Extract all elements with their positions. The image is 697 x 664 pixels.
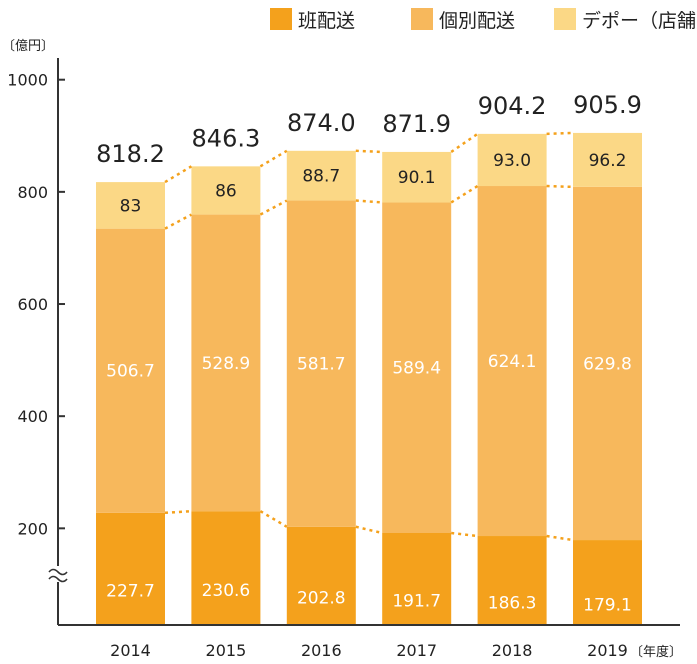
connector-line	[450, 184, 479, 204]
bar-segment-デポー（店舗）-2017	[382, 151, 452, 203]
x-tick-label: 2014	[110, 641, 151, 660]
bar-segment-個別配送-2015	[191, 214, 261, 512]
connector-line	[355, 525, 383, 535]
bar-segment-デポー（店舗）-2019	[573, 132, 642, 187]
bar-segment-デポー（店舗）-2016	[286, 150, 356, 201]
bar-segment-班配送-2015	[191, 511, 261, 625]
y-tick-label: 200	[17, 519, 48, 538]
connector-line	[164, 213, 192, 230]
total-label: 874.0	[287, 109, 356, 137]
bar-segment-班配送-2019	[573, 540, 642, 625]
bar-segment-班配送-2017	[382, 532, 452, 625]
data-label: 506.7	[106, 362, 155, 382]
data-label: 624.1	[488, 352, 537, 372]
connector-line	[355, 149, 383, 154]
x-tick-label: 2019	[587, 641, 628, 660]
connector-line	[546, 131, 574, 136]
connector-line	[259, 510, 288, 528]
legend-swatch	[554, 8, 576, 30]
x-tick-label: 2018	[492, 641, 533, 660]
data-label: 93.0	[493, 151, 531, 171]
connector-line	[546, 534, 574, 542]
data-label: 202.8	[297, 589, 346, 609]
bar-segment-個別配送-2019	[573, 186, 642, 541]
total-label: 871.9	[382, 110, 451, 138]
data-label: 227.7	[106, 582, 155, 602]
connector-line	[259, 199, 288, 216]
data-label: 589.4	[392, 359, 441, 379]
bar-segment-個別配送-2014	[96, 228, 165, 513]
y-axis-unit: 〔億円〕	[2, 38, 54, 54]
connector-line	[450, 132, 479, 153]
y-tick-label: 400	[17, 407, 48, 426]
bar-segment-個別配送-2017	[382, 202, 452, 533]
connector-line	[546, 184, 574, 189]
y-tick-label: 600	[17, 295, 48, 314]
data-label: 88.7	[302, 167, 340, 187]
x-tick-label: 2017	[396, 641, 437, 660]
total-label: 904.2	[478, 92, 547, 120]
x-tick-label: 2016	[301, 641, 342, 660]
legend-label: デポー（店舗）	[582, 10, 697, 32]
connector-line	[164, 509, 192, 515]
total-label: 818.2	[96, 140, 165, 168]
bar-segment-個別配送-2016	[286, 200, 356, 527]
bar-segment-班配送-2014	[96, 512, 165, 625]
data-label: 191.7	[392, 592, 441, 612]
legend-swatch	[411, 8, 433, 30]
bar-segment-班配送-2016	[286, 526, 356, 625]
bar-segment-デポー（店舗）-2014	[96, 182, 165, 229]
axis-break-mark	[48, 568, 68, 576]
data-label: 629.8	[583, 354, 632, 374]
connector-line	[451, 531, 478, 538]
connector-line	[355, 199, 383, 204]
bar-segment-デポー（店舗）-2018	[477, 133, 547, 187]
data-label: 230.6	[202, 581, 251, 601]
axis-break-mark	[48, 575, 68, 583]
legend-label: 班配送	[298, 10, 355, 32]
data-label: 96.2	[589, 151, 627, 171]
data-label: 581.7	[297, 355, 346, 375]
x-axis-unit: 〔年度〕	[630, 644, 682, 660]
legend-label: 個別配送	[439, 10, 515, 32]
data-label: 83	[120, 196, 142, 216]
data-label: 528.9	[202, 354, 251, 374]
data-label: 86	[215, 181, 237, 201]
legend-swatch	[270, 8, 292, 30]
y-tick-label: 1000	[7, 71, 48, 90]
total-label: 905.9	[573, 91, 642, 119]
bar-segment-デポー（店舗）-2015	[191, 166, 261, 215]
data-label: 90.1	[398, 168, 436, 188]
x-tick-label: 2015	[206, 641, 247, 660]
y-tick-label: 800	[17, 183, 48, 202]
bar-segment-個別配送-2018	[477, 186, 547, 537]
connector-line	[259, 149, 288, 168]
total-label: 846.3	[192, 124, 261, 152]
connector-line	[164, 165, 193, 184]
data-label: 186.3	[488, 593, 537, 613]
data-label: 179.1	[583, 595, 632, 615]
bar-segment-班配送-2018	[477, 536, 547, 625]
